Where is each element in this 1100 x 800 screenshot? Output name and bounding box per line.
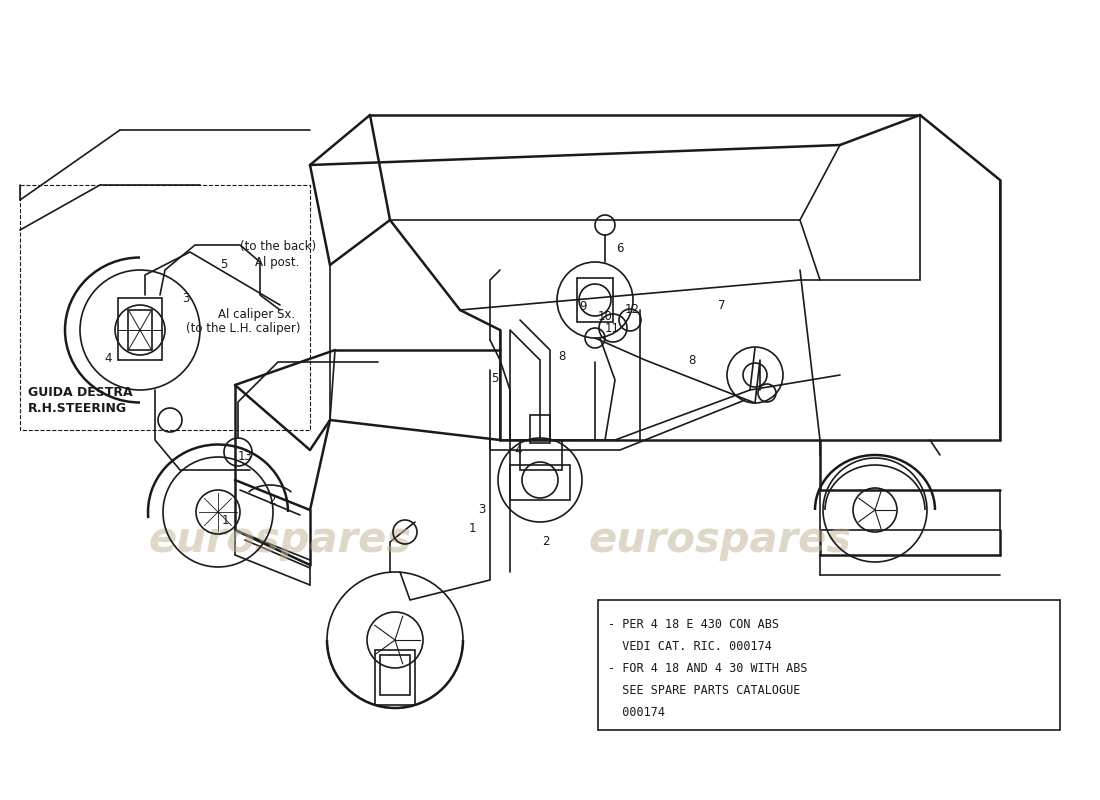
Bar [118, 298, 162, 360]
Text: 11: 11 [605, 322, 619, 335]
Text: 1: 1 [469, 522, 475, 535]
Text: 4: 4 [104, 352, 112, 365]
Text: - FOR 4 18 AND 4 30 WITH ABS: - FOR 4 18 AND 4 30 WITH ABS [608, 662, 807, 675]
Text: 7: 7 [718, 299, 726, 312]
Text: Al caliper Sx.: Al caliper Sx. [218, 308, 295, 321]
Text: 9: 9 [580, 300, 586, 313]
Text: 3: 3 [183, 292, 189, 305]
Text: 6: 6 [616, 242, 624, 255]
Text: GUIDA DESTRA: GUIDA DESTRA [28, 386, 133, 399]
Bar [598, 600, 1060, 730]
Text: eurospares: eurospares [148, 519, 411, 561]
Text: 5: 5 [492, 372, 498, 385]
Text: 000174: 000174 [608, 706, 666, 719]
Bar [578, 278, 613, 322]
Text: (to the L.H. caliper): (to the L.H. caliper) [186, 322, 300, 335]
Text: 10: 10 [597, 310, 613, 323]
Text: 4: 4 [515, 444, 521, 457]
Text: 13: 13 [238, 450, 252, 463]
Bar [510, 465, 570, 500]
Bar [520, 440, 562, 470]
Text: VEDI CAT. RIC. 000174: VEDI CAT. RIC. 000174 [608, 640, 772, 653]
Text: Al post.: Al post. [255, 256, 299, 269]
Text: 12: 12 [625, 303, 639, 316]
Text: 3: 3 [478, 503, 486, 516]
Text: 5: 5 [220, 258, 228, 271]
Text: 1: 1 [221, 514, 229, 527]
Bar [379, 655, 410, 695]
Text: 8: 8 [559, 350, 565, 363]
Text: 2: 2 [268, 494, 276, 507]
Text: 8: 8 [689, 354, 695, 367]
Text: - PER 4 18 E 430 CON ABS: - PER 4 18 E 430 CON ABS [608, 618, 779, 631]
Text: (to the back): (to the back) [240, 240, 316, 253]
Text: SEE SPARE PARTS CATALOGUE: SEE SPARE PARTS CATALOGUE [608, 684, 801, 697]
Bar [530, 415, 550, 443]
Text: 2: 2 [542, 535, 550, 548]
Text: eurospares: eurospares [588, 519, 851, 561]
Bar [375, 650, 415, 705]
Bar [128, 310, 152, 350]
Text: R.H.STEERING: R.H.STEERING [28, 402, 128, 415]
